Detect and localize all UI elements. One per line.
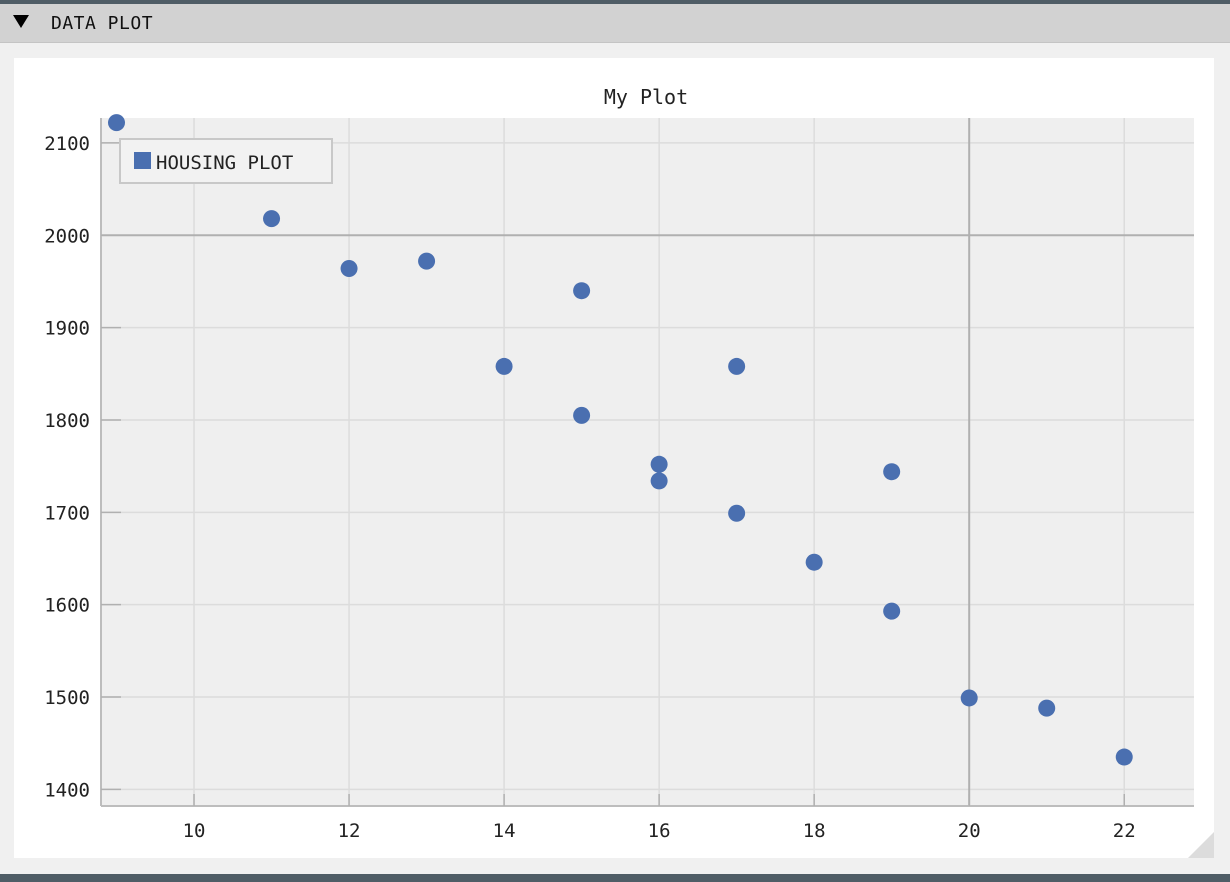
y-tick-label: 1400 xyxy=(44,779,90,801)
x-tick-label: 14 xyxy=(493,820,516,842)
legend-label: HOUSING PLOT xyxy=(156,152,293,174)
data-point xyxy=(108,114,126,132)
x-tick-label: 10 xyxy=(183,820,206,842)
data-points xyxy=(108,114,1133,766)
panel-title: DATA PLOT xyxy=(51,13,154,34)
y-tick-label: 1900 xyxy=(44,318,90,340)
data-plot-window: DATA PLOT My Plot 10 12 14 16 18 20 22 1400 150… xyxy=(0,4,1230,874)
data-point xyxy=(573,406,591,424)
data-point xyxy=(418,252,436,270)
data-point xyxy=(573,282,591,300)
x-axis-ticks: 10 12 14 16 18 20 22 xyxy=(183,794,1136,842)
data-point xyxy=(1038,699,1056,717)
resize-handle[interactable] xyxy=(1188,832,1214,858)
data-point xyxy=(495,357,513,375)
x-tick-label: 20 xyxy=(958,820,981,842)
data-point xyxy=(728,504,746,522)
data-point xyxy=(960,689,978,707)
y-axis-ticks: 1400 1500 1600 1700 1800 1900 2000 2100 xyxy=(44,133,121,801)
bottom-edge xyxy=(0,874,1230,882)
y-tick-label: 1500 xyxy=(44,687,90,709)
x-tick-label: 22 xyxy=(1113,820,1136,842)
triangle-down-icon[interactable] xyxy=(13,15,29,28)
data-point xyxy=(883,602,901,620)
panel-header[interactable]: DATA PLOT xyxy=(0,4,1230,43)
x-tick-label: 16 xyxy=(648,820,671,842)
data-point xyxy=(340,260,358,278)
data-point xyxy=(1115,748,1133,766)
data-point xyxy=(650,455,668,473)
axes xyxy=(100,118,1194,807)
y-tick-label: 1700 xyxy=(44,502,90,524)
y-tick-label: 2000 xyxy=(44,225,90,247)
x-tick-label: 12 xyxy=(338,820,361,842)
chart-title: My Plot xyxy=(604,85,688,109)
data-point xyxy=(263,210,281,228)
y-tick-label: 1800 xyxy=(44,410,90,432)
data-point xyxy=(805,553,823,571)
legend-swatch xyxy=(134,152,151,169)
x-tick-label: 18 xyxy=(803,820,826,842)
legend[interactable]: HOUSING PLOT xyxy=(119,138,333,184)
data-point xyxy=(728,357,746,375)
y-tick-label: 2100 xyxy=(44,133,90,155)
plot-canvas[interactable]: My Plot 10 12 14 16 18 20 22 1400 1500 1600 1700 1… xyxy=(14,58,1214,858)
y-tick-label: 1600 xyxy=(44,595,90,617)
scatter-chart[interactable]: My Plot 10 12 14 16 18 20 22 14001500160017001… xyxy=(14,58,1214,858)
data-point xyxy=(650,472,668,490)
data-point xyxy=(883,463,901,481)
legend-box xyxy=(119,138,333,184)
plot-area[interactable] xyxy=(101,118,1194,806)
